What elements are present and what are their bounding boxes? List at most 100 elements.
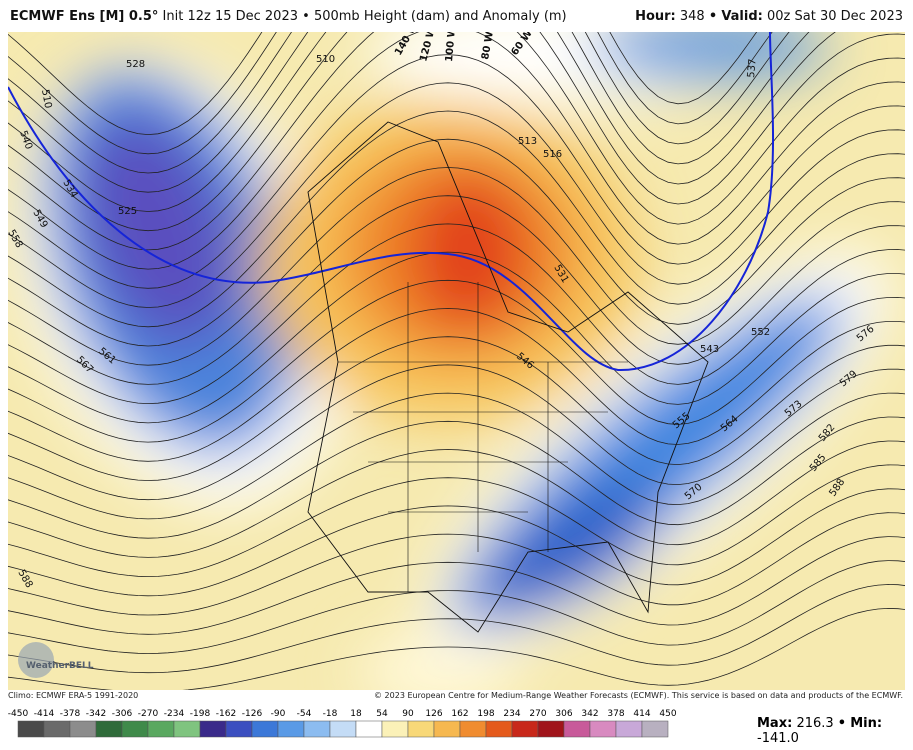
colorbar-tick: -306 — [112, 709, 133, 719]
min: -141.0 — [757, 731, 799, 746]
contour-label: 528 — [126, 59, 145, 70]
colorbar-swatch — [329, 720, 357, 738]
contour-line — [8, 32, 836, 212]
contour-line — [8, 416, 905, 539]
sep: • — [708, 9, 718, 24]
contour-line — [8, 440, 905, 558]
valid-label: Valid: — [721, 9, 763, 24]
contour-line — [8, 308, 905, 462]
colorbar-swatch — [615, 720, 643, 738]
contour-line — [8, 32, 905, 232]
climo: Climo: ECMWF ERA-5 1991-2020 — [8, 691, 139, 700]
logo: WeatherBELL — [18, 642, 94, 678]
valid-info: Hour: 348 • Valid: 00z Sat 30 Dec 2023 — [635, 9, 903, 24]
min-label: Min: — [850, 716, 883, 731]
sep: • — [302, 9, 310, 24]
contours — [8, 32, 905, 690]
contour-line — [8, 223, 905, 405]
colorbar-swatch — [459, 720, 487, 738]
contour-line — [8, 512, 905, 616]
colorbar-tick: -162 — [216, 709, 236, 719]
colorbar-tick: 198 — [477, 709, 494, 719]
contour-label: 513 — [518, 136, 537, 147]
colorbar-tick: -450 — [8, 709, 29, 719]
contour-540 — [8, 32, 775, 372]
colorbar-tick: -378 — [60, 709, 81, 719]
contour-line — [8, 195, 905, 385]
contour-line — [8, 560, 905, 654]
contour-line — [8, 167, 905, 366]
colorbar-tick: -198 — [190, 709, 211, 719]
contour-line — [8, 364, 905, 501]
anomaly-field — [8, 32, 905, 690]
colorbar-tick: 378 — [607, 709, 624, 719]
colorbar-swatch — [563, 720, 591, 738]
max: 216.3 — [796, 716, 834, 731]
colorbar-tick: -54 — [297, 709, 312, 719]
colorbar-swatch — [43, 720, 71, 738]
colorbar-swatch — [537, 720, 565, 738]
copyright: © 2023 European Centre for Medium-Range … — [374, 691, 903, 700]
colorbar-swatch — [381, 720, 409, 738]
colorbar-tick: 90 — [402, 709, 414, 719]
contour-line — [8, 32, 773, 155]
contour-line — [8, 32, 758, 136]
colorbar-tick: 306 — [555, 709, 572, 719]
colorbar-swatch — [303, 720, 331, 738]
sep: • — [837, 716, 847, 731]
contour-line — [8, 488, 905, 597]
model: ECMWF Ens [M] 0.5° — [10, 9, 159, 24]
colorbar-tick: 414 — [633, 709, 650, 719]
colorbar-swatch — [225, 720, 253, 738]
colorbar-tick: -126 — [242, 709, 263, 719]
colorbar-tick: 270 — [529, 709, 546, 719]
map: 140 W 120 W 100 W 80 W 60 W 510 528 540 … — [8, 32, 905, 690]
title: ECMWF Ens [M] 0.5° Init 12z 15 Dec 2023 … — [10, 9, 567, 24]
borders — [338, 282, 628, 592]
contour-line — [8, 607, 905, 690]
colorbar-tick: 54 — [376, 709, 388, 719]
colorbar-swatch — [199, 720, 227, 738]
colorbar-tick: 234 — [503, 709, 520, 719]
hour: 348 — [679, 9, 705, 24]
colorbar-swatch — [485, 720, 513, 738]
lon-label: 80 W — [480, 32, 496, 61]
coastlines — [307, 121, 709, 633]
colorbar-swatch — [407, 720, 435, 738]
contour-line — [8, 336, 905, 481]
colorbar-swatch — [173, 720, 201, 738]
max-label: Max: — [757, 716, 793, 731]
contour-line — [8, 32, 790, 174]
colorbar: -450 -414 -378 -342 -306 -270 -234 -198 -162 -126… — [8, 709, 677, 738]
contour-line — [8, 82, 905, 308]
valid: 00z Sat 30 Dec 2023 — [767, 9, 903, 24]
colorbar-swatch — [589, 720, 617, 738]
contour-line — [8, 32, 810, 193]
colorbar-tick: 342 — [581, 709, 598, 719]
colorbar-swatch — [95, 720, 123, 738]
contour-line — [8, 464, 905, 578]
contour-line — [8, 110, 905, 328]
contour-line — [8, 54, 905, 289]
contour-label: 552 — [751, 327, 770, 338]
colorbar-swatch — [17, 720, 45, 738]
colorbar-tick: -270 — [138, 709, 159, 719]
lon-label: 100 W — [444, 32, 458, 62]
colorbar-swatch — [511, 720, 539, 738]
colorbar-swatch — [251, 720, 279, 738]
colorbar-tick: -18 — [323, 709, 338, 719]
colorbar-swatch — [121, 720, 149, 738]
stats: Max: 216.3 • Min: -141.0 — [757, 716, 913, 746]
colorbar-tick: -90 — [271, 709, 286, 719]
colorbar-tick: -414 — [34, 709, 55, 719]
contour-line — [8, 138, 905, 347]
contour-label: 537 — [746, 58, 759, 78]
colorbar-tick: -234 — [164, 709, 185, 719]
colorbar-swatch — [69, 720, 97, 738]
colorbar-tick: 162 — [451, 709, 468, 719]
contour-label: 516 — [543, 149, 562, 160]
colorbar-swatch — [355, 720, 383, 738]
hour-label: Hour: — [635, 9, 676, 24]
